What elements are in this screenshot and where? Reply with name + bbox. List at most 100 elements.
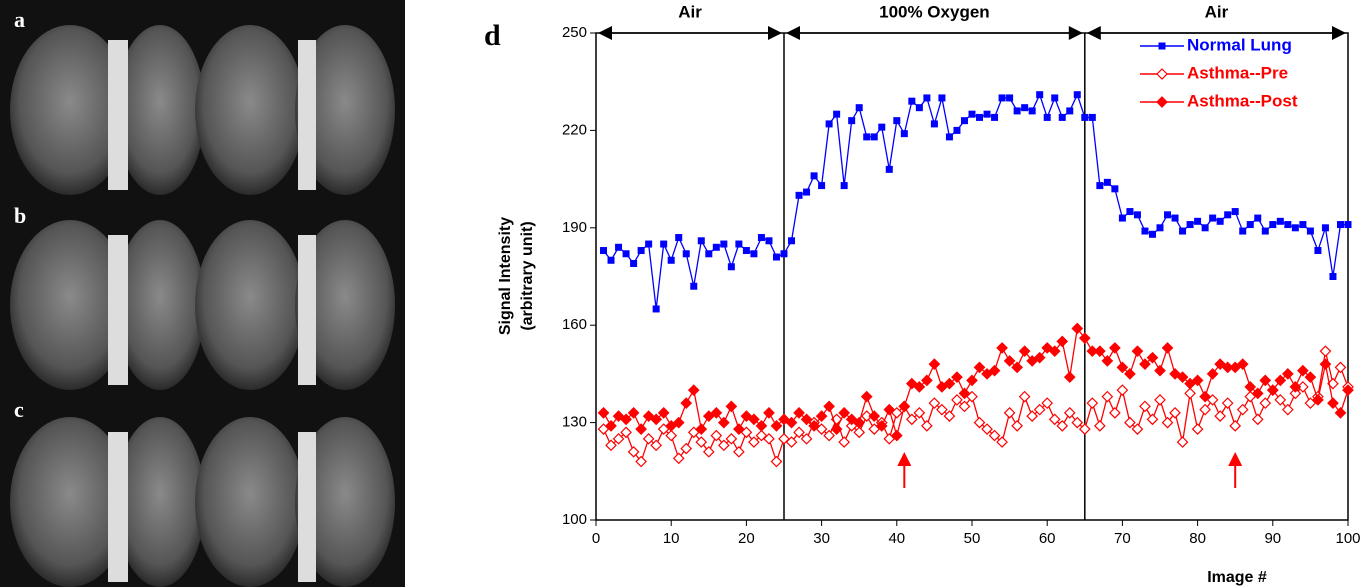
data-point [938, 94, 946, 102]
data-point [1254, 214, 1262, 222]
data-point [712, 243, 720, 251]
data-point [988, 364, 1001, 377]
data-point [1209, 214, 1217, 222]
y-axis-label: Signal Intensity [497, 217, 514, 335]
data-point [908, 97, 916, 105]
data-point [1221, 397, 1234, 409]
data-point [717, 416, 730, 429]
data-point [1018, 390, 1031, 403]
x-tick-label: 30 [813, 530, 830, 547]
data-point [915, 104, 923, 112]
data-point [930, 120, 938, 128]
data-point [936, 403, 948, 416]
data-point [951, 394, 963, 406]
data-point [1291, 224, 1299, 232]
data-point [853, 416, 866, 429]
data-point [1033, 403, 1046, 416]
data-point [863, 133, 871, 141]
data-point [1093, 345, 1106, 358]
panel-label: c [14, 397, 24, 422]
data-point [900, 130, 908, 138]
panel-label: d [484, 19, 501, 52]
data-point [785, 416, 798, 429]
data-point [1066, 107, 1074, 115]
legend-marker [1156, 68, 1168, 80]
data-point [1124, 368, 1136, 380]
data-point [853, 426, 866, 439]
data-point [840, 182, 848, 190]
data-point [765, 237, 773, 245]
data-point [1169, 407, 1181, 419]
data-point [921, 374, 933, 387]
x-tick-label: 100 [1335, 530, 1360, 547]
data-point [1266, 384, 1279, 396]
data-point [770, 455, 783, 468]
data-point [818, 182, 826, 190]
data-point [1161, 416, 1174, 429]
data-point [690, 282, 698, 290]
data-point [1126, 208, 1134, 216]
data-point [1161, 342, 1174, 354]
arrowhead [1086, 26, 1101, 40]
data-point [1284, 221, 1292, 229]
data-point [1251, 413, 1264, 426]
data-point [868, 410, 881, 422]
arrowhead [768, 26, 782, 40]
data-point [1281, 368, 1294, 380]
data-point [1103, 178, 1111, 186]
x-tick-label: 50 [964, 530, 981, 547]
data-point [702, 445, 715, 458]
data-point [1171, 214, 1179, 222]
data-point [667, 256, 675, 264]
data-point [1096, 182, 1104, 190]
y-tick-label: 190 [562, 219, 587, 236]
data-point [1071, 322, 1084, 335]
data-point [913, 381, 926, 393]
data-point [1274, 394, 1287, 406]
x-tick-label: 80 [1189, 530, 1206, 547]
data-point [627, 445, 640, 458]
x-tick-label: 70 [1114, 530, 1131, 547]
data-point [875, 419, 888, 432]
data-point [1321, 224, 1329, 232]
data-point [923, 94, 931, 102]
data-point [1071, 416, 1084, 429]
data-point [1109, 342, 1121, 354]
data-point [1312, 394, 1324, 406]
data-point [855, 104, 863, 112]
data-point [1216, 217, 1224, 225]
data-point [1179, 227, 1187, 235]
data-point [710, 429, 723, 442]
data-point [1334, 361, 1347, 374]
data-point [1214, 410, 1227, 422]
data-point [697, 237, 705, 245]
data-point [672, 452, 685, 465]
data-point [1319, 358, 1332, 371]
data-point [1319, 345, 1332, 358]
data-point [991, 113, 999, 121]
data-point [966, 374, 978, 387]
data-point [727, 263, 735, 271]
data-point [1329, 273, 1337, 280]
data-point [1269, 221, 1277, 229]
arrowhead [1068, 26, 1083, 40]
y-axis-label: (arbitrary unit) [519, 221, 536, 330]
data-point [1186, 221, 1194, 229]
data-point [958, 387, 971, 400]
data-point [1109, 407, 1121, 419]
data-point [1073, 91, 1081, 99]
y-tick-label: 160 [562, 316, 587, 333]
data-point [1199, 390, 1211, 403]
data-point [1259, 374, 1272, 387]
data-point [645, 240, 653, 248]
data-point [815, 410, 828, 422]
data-point [1184, 387, 1196, 400]
data-point [620, 426, 632, 439]
arrowhead [1228, 452, 1243, 466]
panel-label: a [14, 7, 25, 32]
data-point [780, 250, 788, 258]
data-point [1111, 185, 1119, 193]
x-tick-label: 10 [663, 530, 680, 547]
data-point [1048, 345, 1061, 358]
